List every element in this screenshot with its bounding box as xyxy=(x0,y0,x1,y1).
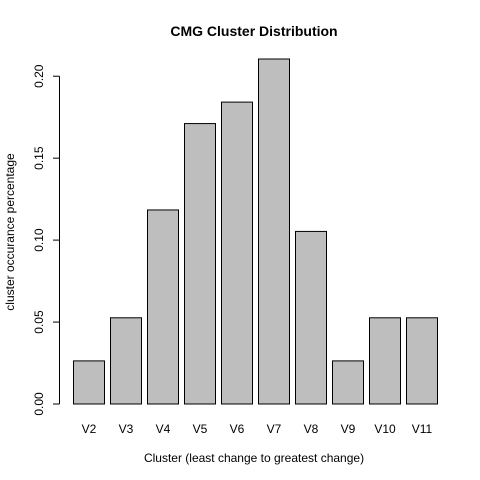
x-tick-label: V4 xyxy=(156,422,171,436)
bar-v10 xyxy=(369,317,401,405)
x-tick-label: V3 xyxy=(119,422,134,436)
bar-v4 xyxy=(147,209,179,405)
y-tick-label: 0.00 xyxy=(32,392,46,416)
bar-v11 xyxy=(406,317,438,405)
bar-v3 xyxy=(110,317,142,405)
bars-group xyxy=(73,58,438,405)
bar-v8 xyxy=(295,230,327,405)
x-axis-label: Cluster (least change to greatest change… xyxy=(144,451,364,465)
x-tick-label: V11 xyxy=(412,422,433,436)
y-axis-label: cluster occurance percentage xyxy=(3,153,17,311)
bar-v6 xyxy=(221,101,253,405)
bar-v9 xyxy=(332,360,364,405)
x-tick-labels: V2 V3 V4 V5 V6 V7 V8 V9 V10 V11 xyxy=(82,422,433,436)
bar-v5 xyxy=(184,123,216,405)
y-tick-label: 0.10 xyxy=(32,228,46,252)
bar-v7 xyxy=(258,58,290,405)
y-tick-label: 0.05 xyxy=(32,310,46,334)
y-tick-label: 0.20 xyxy=(32,64,46,88)
x-tick-label: V6 xyxy=(230,422,245,436)
x-tick-label: V9 xyxy=(341,422,356,436)
y-tick-label: 0.15 xyxy=(32,146,46,170)
x-tick-label: V7 xyxy=(267,422,282,436)
chart-title: CMG Cluster Distribution xyxy=(170,23,337,39)
x-tick-label: V2 xyxy=(82,422,97,436)
y-axis: 0.00 0.05 0.10 0.15 0.20 xyxy=(32,64,60,416)
bar-v2 xyxy=(73,360,105,405)
x-tick-label: V10 xyxy=(374,422,396,436)
x-tick-label: V8 xyxy=(304,422,319,436)
x-tick-label: V5 xyxy=(193,422,208,436)
